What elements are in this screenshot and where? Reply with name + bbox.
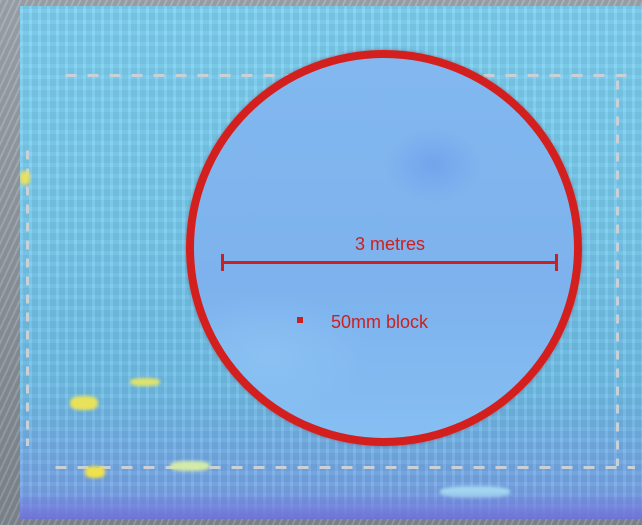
- dotted-guide-right: [616, 76, 619, 466]
- scale-label: 3 metres: [320, 234, 460, 254]
- yellow-speck: [70, 396, 98, 410]
- scale-bar: [221, 261, 558, 264]
- scale-bar-right-tick: [555, 254, 558, 271]
- block-label: 50mm block: [331, 312, 491, 332]
- yellow-speck: [85, 466, 105, 478]
- pale-speck: [170, 461, 210, 471]
- scale-bar-left-tick: [221, 254, 224, 271]
- dotted-guide-left: [26, 146, 29, 446]
- yellow-speck: [20, 171, 30, 185]
- block-marker: [297, 317, 303, 323]
- dotted-guide-bottom: [50, 466, 635, 469]
- yellow-speck: [130, 378, 160, 386]
- bottom-band: [20, 491, 642, 519]
